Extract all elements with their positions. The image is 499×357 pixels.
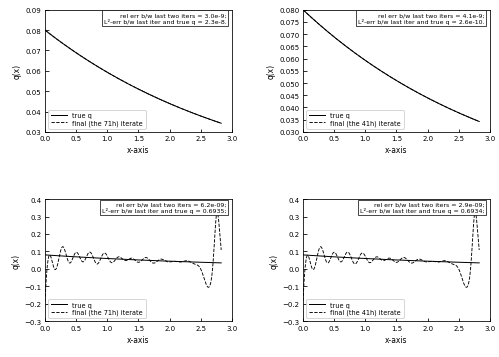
true q [218,261,224,265]
true q [404,258,410,263]
true q [395,258,401,262]
Legend: true q, final (the 71h) iterate: true q, final (the 71h) iterate [48,110,145,129]
final (the 41h) iterate [444,106,450,111]
true q [186,260,192,264]
true q [444,106,450,111]
true q [147,258,153,263]
true q [475,261,481,265]
final (the 71h) iterate [147,93,153,97]
final (the 71h) iterate [214,120,220,125]
Legend: true q, final (the 41h) iterate: true q, final (the 41h) iterate [306,110,403,129]
final (the 71h) iterate [147,259,153,263]
Text: rel err b/w last two iters = 4.1e-9;
L²-err b/w last iter and true q = 2.6e-10.: rel err b/w last two iters = 4.1e-9; L²-… [357,13,484,25]
final (the 41h) iterate [299,299,305,303]
X-axis label: x-axis: x-axis [127,335,149,344]
X-axis label: x-axis: x-axis [127,146,149,155]
true q [127,258,133,262]
Text: rel err b/w last two iters = 2.9e-09;
L²-err b/w last iter and true q = 0.6934;: rel err b/w last two iters = 2.9e-09; L²… [359,202,484,214]
final (the 41h) iterate [475,248,481,252]
final (the 71h) iterate [137,260,143,264]
final (the 71h) iterate [137,89,143,93]
true q [42,253,48,257]
Y-axis label: q(x): q(x) [12,64,21,79]
Line: final (the 41h) iterate: final (the 41h) iterate [302,11,478,122]
final (the 71h) iterate [186,110,192,115]
final (the 41h) iterate [383,257,389,262]
Text: rel err b/w last two iters = 6.2e-09;
L²-err b/w last iter and true q = 0.6935;: rel err b/w last two iters = 6.2e-09; L²… [102,202,226,214]
true q [384,258,390,262]
final (the 71h) iterate [127,83,133,87]
Text: rel err b/w last two iters = 3.0e-9;
L²-err b/w last iter and true q = 2.3e-8.: rel err b/w last two iters = 3.0e-9; L²-… [103,13,226,25]
final (the 71h) iterate [42,300,48,304]
final (the 41h) iterate [404,259,410,263]
true q [214,261,220,265]
true q [218,122,224,126]
Line: final (the 71h) iterate: final (the 71h) iterate [45,212,221,302]
true q [384,74,390,78]
final (the 71h) iterate [218,122,224,126]
final (the 41h) iterate [384,74,390,78]
true q [475,120,481,124]
true q [137,89,143,93]
final (the 41h) iterate [404,86,410,90]
final (the 41h) iterate [471,210,477,215]
final (the 41h) iterate [395,260,401,264]
Line: true q: true q [302,255,478,263]
Line: final (the 41h) iterate: final (the 41h) iterate [302,212,478,301]
final (the 41h) iterate [395,80,401,85]
final (the 71h) iterate [42,29,48,33]
Y-axis label: q(x): q(x) [266,64,275,79]
true q [42,29,48,33]
final (the 71h) iterate [125,257,131,262]
Line: final (the 71h) iterate: final (the 71h) iterate [45,31,221,124]
true q [127,83,133,87]
X-axis label: x-axis: x-axis [385,335,407,344]
final (the 41h) iterate [472,210,478,215]
true q [147,93,153,97]
true q [125,258,131,262]
Legend: true q, final (the 71h) iterate: true q, final (the 71h) iterate [48,299,145,318]
true q [299,253,305,257]
true q [186,110,192,115]
Line: true q: true q [302,11,478,122]
final (the 41h) iterate [383,73,389,77]
true q [383,258,389,262]
Line: true q: true q [45,31,221,124]
true q [125,83,131,87]
final (the 41h) iterate [444,260,450,264]
true q [471,261,477,265]
true q [471,118,477,122]
Y-axis label: q(x): q(x) [269,253,278,268]
true q [404,86,410,90]
Y-axis label: q(x): q(x) [11,253,20,268]
final (the 71h) iterate [125,83,131,87]
Line: true q: true q [45,255,221,263]
final (the 71h) iterate [127,257,133,261]
true q [214,120,220,125]
X-axis label: x-axis: x-axis [385,146,407,155]
true q [383,73,389,77]
true q [444,260,450,264]
true q [395,80,401,85]
final (the 71h) iterate [214,210,220,215]
final (the 41h) iterate [475,120,481,124]
final (the 41h) iterate [299,9,305,13]
true q [299,9,305,13]
final (the 71h) iterate [186,260,192,264]
final (the 71h) iterate [218,248,224,252]
Legend: true q, final (the 41h) iterate: true q, final (the 41h) iterate [306,299,403,318]
final (the 41h) iterate [384,257,390,261]
final (the 41h) iterate [471,118,477,122]
final (the 71h) iterate [214,210,220,215]
true q [137,258,143,262]
